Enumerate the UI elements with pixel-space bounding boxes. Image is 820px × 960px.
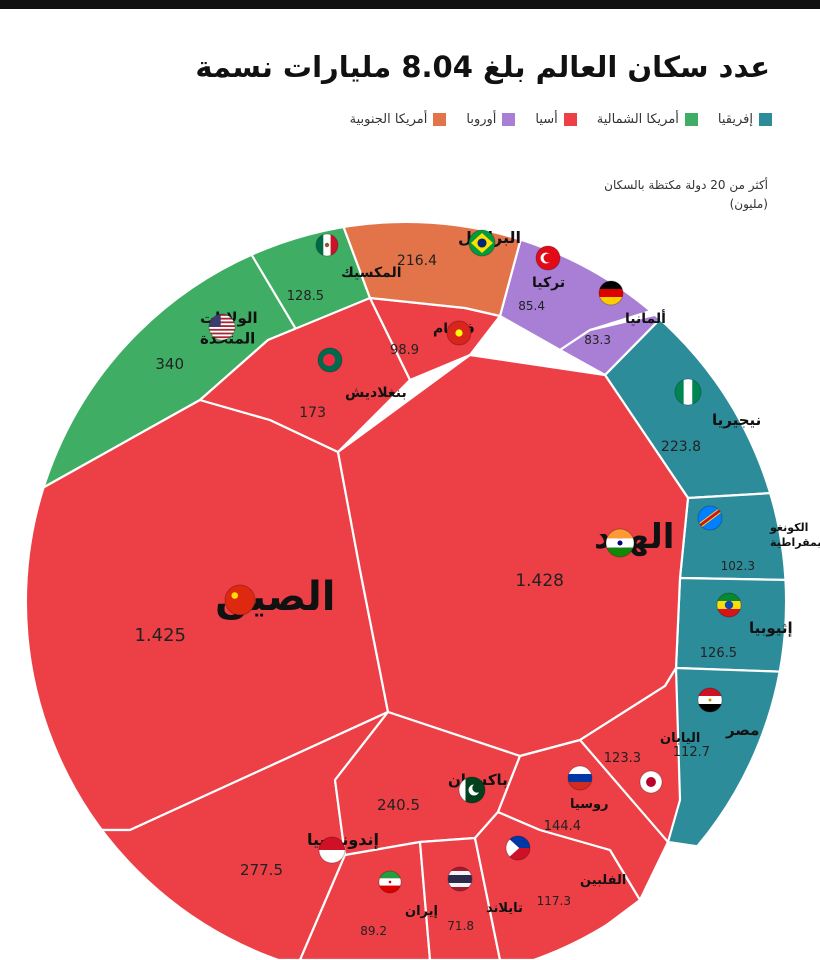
country-name-تركيا: تركيا — [532, 275, 565, 291]
country-value-الولايات-المتحدة: 340 — [155, 355, 184, 373]
legend-item-asia: أسيا — [535, 112, 577, 127]
india-flag — [605, 528, 635, 558]
country-name-الفلبين: الفلبين — [580, 873, 626, 888]
country-name-بنغلاديش: بنغلاديش — [345, 385, 407, 401]
cell-مصر — [666, 666, 786, 862]
pakistan-flag — [458, 776, 486, 804]
country-value-المكسيك: 128.5 — [287, 289, 324, 304]
country-value-الفلبين: 117.3 — [537, 894, 571, 908]
legend-swatch-europe — [502, 113, 516, 126]
top-bar — [0, 0, 820, 9]
country-name-اليابان: اليابان — [660, 731, 700, 746]
country-name-مصر: مصر — [725, 721, 759, 739]
germany-flag — [598, 280, 624, 306]
brazil-flag — [468, 229, 496, 257]
cell-تايلاند — [418, 836, 502, 960]
egypt-flag — [697, 687, 723, 713]
legend-label-south-america: أمريكا الجنوبية — [349, 112, 428, 127]
country-name-الهند: الهند — [594, 517, 674, 557]
iran-flag — [378, 870, 402, 894]
country-name-ألمانيا: ألمانيا — [625, 309, 666, 327]
country-name-إيران: إيران — [405, 904, 438, 919]
country-name-نيجيريا: نيجيريا — [712, 411, 761, 429]
japan-flag — [639, 770, 663, 794]
chart-note: أكثر من 20 دولة مكتظة بالسكان (مليون) — [604, 178, 768, 211]
chart-outline — [25, 221, 787, 960]
legend-label-africa: إفريقيا — [717, 112, 753, 127]
country-value-الكونغو-الديمقراطية: 102.3 — [721, 559, 755, 573]
mexico-flag — [315, 233, 339, 257]
legend-swatch-north-america — [684, 113, 698, 126]
country-value-بنغلاديش: 173 — [299, 405, 326, 421]
country-value-إندونيسيا: 277.5 — [240, 861, 283, 879]
legend-item-africa: إفريقيا — [718, 112, 772, 127]
legend-label-north-america: أمريكا الشمالية — [596, 112, 679, 127]
country-value-باكستان: 240.5 — [377, 796, 420, 814]
bangladesh-flag — [317, 347, 343, 373]
legend-item-north-america: أمريكا الشمالية — [597, 112, 698, 127]
turkey-flag — [535, 245, 561, 271]
dr-congo-flag — [697, 505, 723, 531]
country-value-تركيا: 85.4 — [518, 299, 545, 313]
legend-item-south-america: أمريكا الجنوبية — [350, 112, 447, 127]
country-value-نيجيريا: 223.8 — [661, 439, 701, 455]
country-value-ألمانيا: 83.3 — [584, 333, 611, 347]
ethiopia-flag — [716, 592, 742, 618]
philippines-flag — [505, 835, 531, 861]
legend-swatch-africa — [759, 113, 772, 126]
china-flag — [224, 584, 256, 616]
country-value-إثيوبيا: 126.5 — [700, 646, 737, 661]
usa-flag — [208, 313, 236, 341]
legend-label-europe: أوروبا — [466, 112, 497, 127]
legend-swatch-south-america — [433, 113, 447, 126]
country-value-مصر: 112.7 — [673, 745, 710, 760]
country-value-روسيا: 144.4 — [544, 819, 581, 834]
country-name-المكسيك: المكسيك — [341, 265, 402, 281]
russia-flag — [567, 765, 593, 791]
vietnam-flag — [446, 320, 472, 346]
country-value-فيتنام: 98.9 — [390, 343, 419, 358]
legend-label-asia: أسيا — [535, 112, 558, 127]
nigeria-flag — [674, 378, 702, 406]
country-value-الصين: 1.425 — [134, 625, 186, 646]
country-name-الكونغو-الديمقراطية: الكونغوالديمقراطية — [769, 521, 820, 549]
country-value-الهند: 1.428 — [515, 571, 564, 591]
cell-إيران — [298, 840, 432, 960]
indonesia-flag — [318, 836, 346, 864]
chart-title: عدد سكان العالم بلغ 8.04 مليارات نسمة — [195, 50, 770, 84]
thailand-flag — [447, 866, 473, 892]
legend-swatch-asia — [563, 113, 577, 126]
country-value-تايلاند: 71.8 — [447, 919, 474, 933]
legend: إفريقيا أمريكا الشمالية أسيا أوروبا أمري… — [350, 112, 772, 127]
country-value-إيران: 89.2 — [360, 924, 387, 938]
country-value-اليابان: 123.3 — [604, 751, 641, 766]
country-name-تايلاند: تايلاند — [486, 901, 523, 916]
legend-item-europe: أوروبا — [466, 112, 516, 127]
country-name-روسيا: روسيا — [570, 797, 609, 812]
country-name-إثيوبيا: إثيوبيا — [749, 619, 793, 637]
cell-اليابان — [578, 666, 682, 844]
country-value-البرازيل: 216.4 — [397, 253, 437, 269]
